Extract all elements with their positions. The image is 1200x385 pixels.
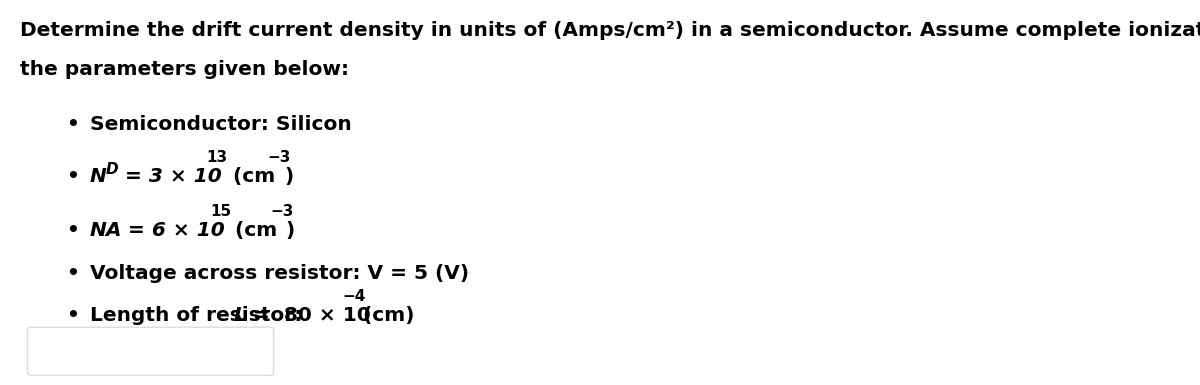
Text: 15: 15 — [210, 204, 232, 219]
Text: = 6 × 10: = 6 × 10 — [121, 221, 224, 240]
Text: −3: −3 — [270, 204, 293, 219]
Text: L: L — [234, 306, 247, 325]
Text: Length of resistor:: Length of resistor: — [90, 306, 310, 325]
Text: N: N — [90, 167, 107, 186]
Text: −4: −4 — [342, 289, 365, 304]
Text: Semiconductor: Silicon: Semiconductor: Silicon — [90, 116, 352, 134]
Text: = 3 × 10: = 3 × 10 — [118, 167, 221, 186]
Text: −3: −3 — [268, 150, 290, 165]
Text: NA: NA — [90, 221, 122, 240]
Text: •: • — [66, 221, 79, 240]
Text: •: • — [66, 306, 79, 325]
Text: (cm): (cm) — [356, 306, 415, 325]
Text: (cm: (cm — [226, 167, 275, 186]
Text: D: D — [106, 162, 119, 177]
Text: =  80 × 10: = 80 × 10 — [246, 306, 371, 325]
Text: Voltage across resistor: V = 5 (V): Voltage across resistor: V = 5 (V) — [90, 264, 469, 283]
Text: ): ) — [286, 221, 295, 240]
Text: •: • — [66, 116, 79, 134]
Text: •: • — [66, 167, 79, 186]
Text: 13: 13 — [206, 150, 228, 165]
Text: Determine the drift current density in units of (Amps/cm²) in a semiconductor. A: Determine the drift current density in u… — [20, 21, 1200, 40]
Text: ): ) — [284, 167, 294, 186]
Text: the parameters given below:: the parameters given below: — [20, 60, 349, 79]
Text: •: • — [66, 264, 79, 283]
Text: (cm: (cm — [228, 221, 277, 240]
